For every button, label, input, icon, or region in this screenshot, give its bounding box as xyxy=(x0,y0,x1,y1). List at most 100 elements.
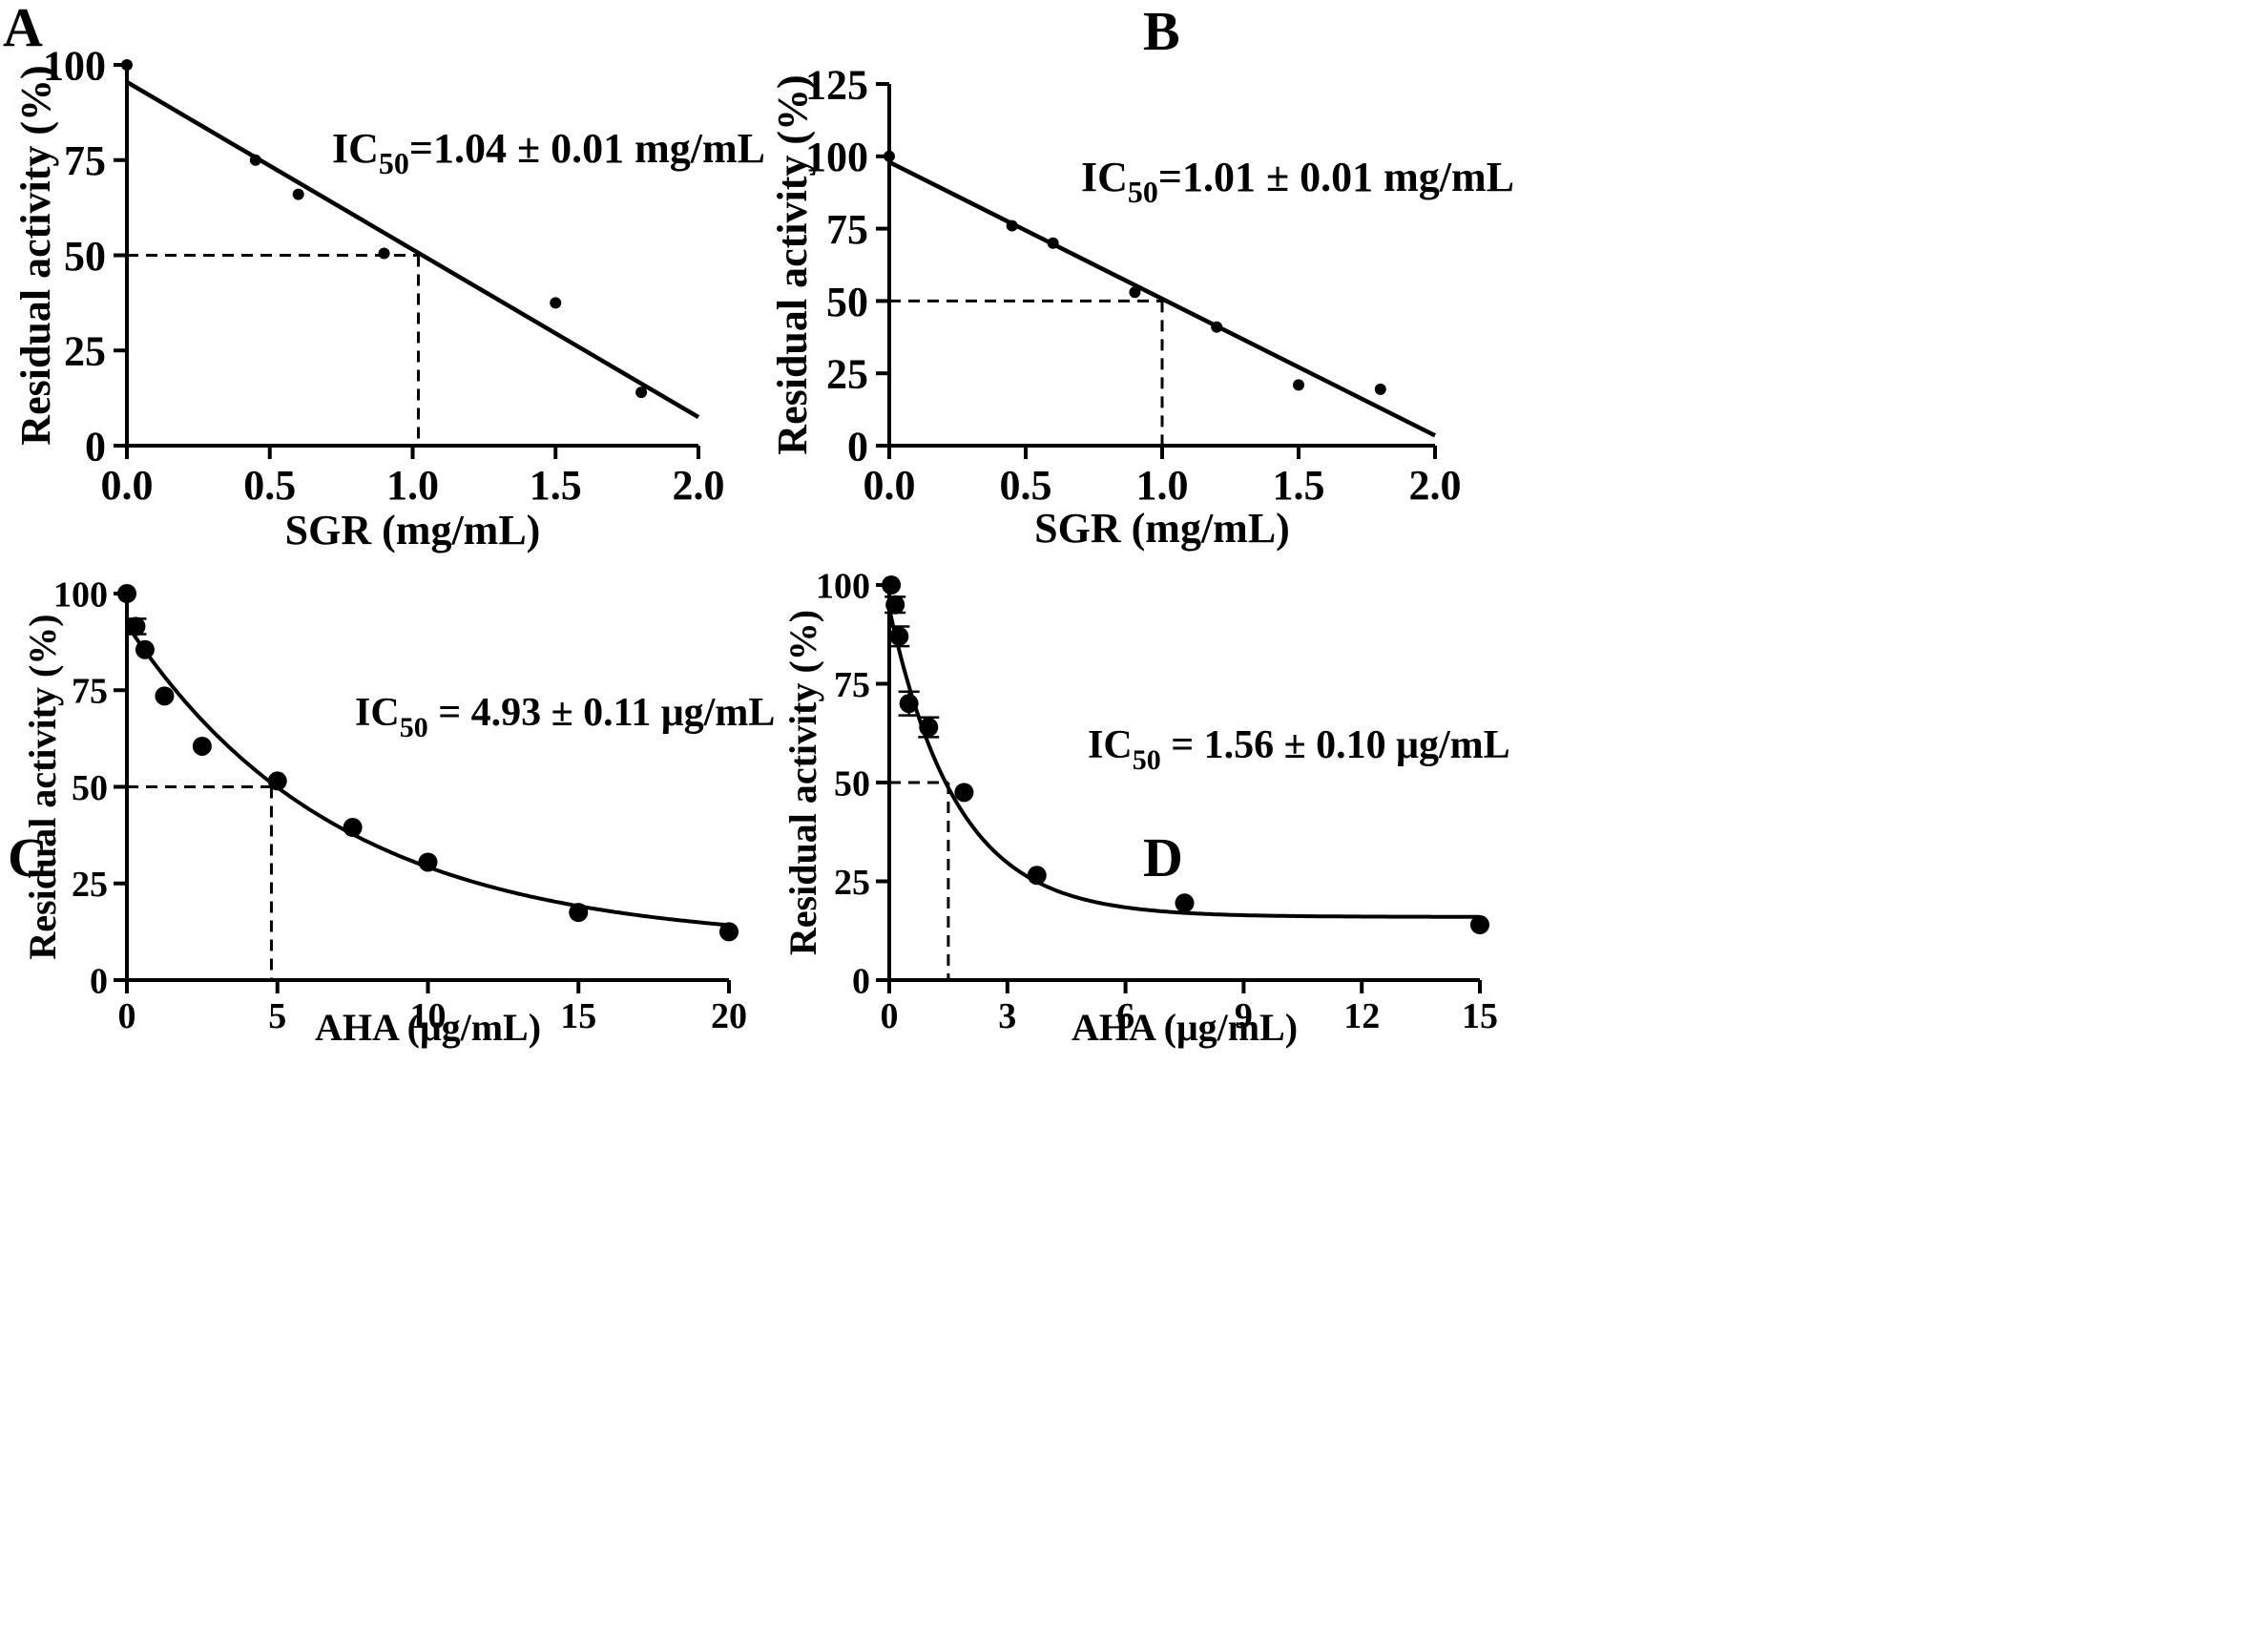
data-point xyxy=(1470,915,1489,935)
ic50-value: =1.04 ± 0.01 mg/mL xyxy=(409,125,765,172)
ic50-subscript: 50 xyxy=(400,712,428,743)
ic50-prefix: IC xyxy=(355,691,400,735)
x-tick-label: 20 xyxy=(711,996,747,1036)
y-tick-label: 0 xyxy=(85,423,106,470)
data-point xyxy=(1175,893,1195,913)
data-point xyxy=(1027,866,1047,886)
data-point xyxy=(343,818,363,838)
data-point xyxy=(418,852,438,872)
ic50-annotation: IC50=1.01 ± 0.01 mg/mL xyxy=(1081,154,1514,209)
ic50-subscript: 50 xyxy=(379,146,409,180)
y-tick-label: 100 xyxy=(805,134,868,180)
x-tick-label: 2.0 xyxy=(1409,462,1462,509)
ic50-value: = 4.93 ± 0.11 μg/mL xyxy=(428,691,776,735)
data-point xyxy=(1211,321,1223,333)
y-tick-label: 100 xyxy=(53,574,108,615)
x-axis-label: AHA (μg/mL) xyxy=(315,1006,541,1049)
data-point xyxy=(378,247,390,260)
data-point xyxy=(1047,237,1059,249)
data-point xyxy=(135,639,155,659)
ic50-subscript: 50 xyxy=(1128,175,1158,209)
fit-curve xyxy=(125,623,730,928)
y-tick-label: 100 xyxy=(43,42,106,89)
x-axis-label: AHA (μg/mL) xyxy=(1072,1006,1298,1049)
x-tick-label: 2.0 xyxy=(673,462,725,509)
data-point xyxy=(635,386,648,399)
data-point xyxy=(954,783,974,803)
data-point xyxy=(885,595,905,615)
data-point xyxy=(1006,219,1018,232)
y-tick-label: 0 xyxy=(852,961,870,1001)
data-point xyxy=(155,686,175,706)
y-tick-label: 25 xyxy=(64,328,106,375)
y-tick-label: 50 xyxy=(834,763,870,804)
data-point xyxy=(889,626,909,646)
ic50-prefix: IC xyxy=(1081,154,1128,200)
panel-letter: C xyxy=(8,826,48,888)
panel-letter: A xyxy=(3,0,43,58)
x-tick-label: 0 xyxy=(118,996,136,1036)
x-tick-label: 1.0 xyxy=(386,462,439,509)
y-tick-label: 50 xyxy=(72,768,108,808)
data-point xyxy=(882,575,902,595)
x-tick-label: 15 xyxy=(1462,996,1498,1036)
ic50-value: =1.01 ± 0.01 mg/mL xyxy=(1158,154,1514,200)
data-point xyxy=(1374,383,1386,395)
x-tick-label: 1.0 xyxy=(1136,462,1189,509)
x-tick-label: 15 xyxy=(560,996,596,1036)
data-point xyxy=(117,584,136,603)
y-tick-label: 75 xyxy=(826,206,868,253)
ic50-value: = 1.56 ± 0.10 μg/mL xyxy=(1161,723,1510,767)
y-axis-label: Residual activity (%) xyxy=(21,614,64,959)
x-tick-label: 0 xyxy=(881,996,899,1036)
data-point xyxy=(292,188,304,200)
y-tick-label: 75 xyxy=(72,672,108,712)
y-tick-label: 50 xyxy=(64,233,106,280)
y-tick-label: 50 xyxy=(826,279,868,325)
ic50-annotation: IC50 = 1.56 ± 0.10 μg/mL xyxy=(1088,723,1510,776)
y-axis-label: Residual activity (%) xyxy=(769,74,816,454)
panel-letter: D xyxy=(1143,826,1183,888)
data-point xyxy=(192,736,212,756)
data-point xyxy=(569,903,589,923)
y-tick-label: 125 xyxy=(805,61,868,108)
data-point xyxy=(719,922,739,942)
data-point xyxy=(550,297,562,309)
y-tick-label: 0 xyxy=(90,961,108,1001)
x-tick-label: 9 xyxy=(1235,996,1253,1036)
x-tick-label: 10 xyxy=(410,996,447,1036)
data-point xyxy=(884,150,895,162)
y-tick-label: 0 xyxy=(847,423,868,470)
panel-d: D 0 3 6 9 12 15 0 25 50 75 100 AHA (μg/mL) Residua… xyxy=(781,566,1510,1049)
y-tick-label: 25 xyxy=(72,865,108,905)
x-tick-label: 0.0 xyxy=(864,462,916,509)
data-point xyxy=(249,154,261,166)
fit-curve xyxy=(887,608,1480,919)
x-tick-label: 6 xyxy=(1116,996,1134,1036)
data-point xyxy=(267,771,287,791)
y-tick-label: 100 xyxy=(816,566,870,606)
x-tick-label: 0.5 xyxy=(1000,462,1052,509)
data-point xyxy=(1293,379,1304,391)
data-point xyxy=(899,694,919,714)
fit-line xyxy=(887,159,1437,438)
x-tick-label: 1.5 xyxy=(530,462,582,509)
x-tick-label: 5 xyxy=(268,996,286,1036)
x-tick-label: 0.0 xyxy=(101,462,154,509)
y-axis-label: Residual activity (%) xyxy=(781,610,824,955)
data-point xyxy=(1129,286,1141,299)
x-tick-label: 0.5 xyxy=(243,462,296,509)
fit-line xyxy=(125,80,700,420)
y-tick-label: 25 xyxy=(826,351,868,398)
data-point xyxy=(126,616,146,637)
panel-c: C 0 5 10 15 20 0 25 50 75 100 AHA (μg/mL) Residua… xyxy=(8,574,775,1049)
x-tick-label: 12 xyxy=(1343,996,1380,1036)
x-tick-label: 3 xyxy=(998,996,1016,1036)
ic50-annotation: IC50 = 4.93 ± 0.11 μg/mL xyxy=(355,691,775,743)
ic50-annotation: IC50=1.04 ± 0.01 mg/mL xyxy=(332,125,765,180)
x-tick-label: 1.5 xyxy=(1273,462,1325,509)
data-point xyxy=(121,59,133,71)
data-point xyxy=(919,718,939,738)
